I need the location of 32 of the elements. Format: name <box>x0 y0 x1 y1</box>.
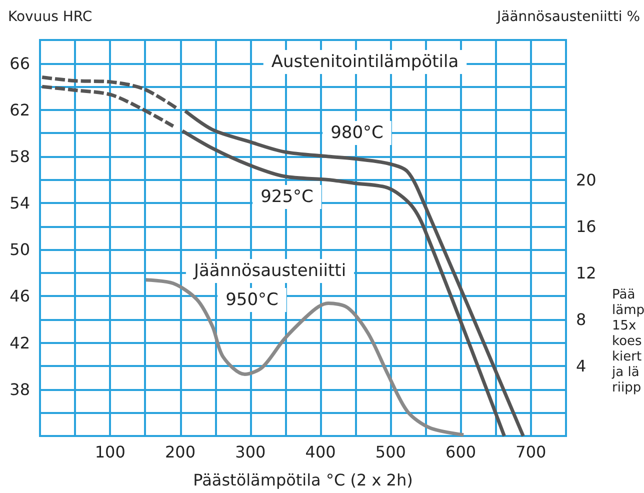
line-series <box>144 278 466 437</box>
y-tick-label: 54 <box>10 194 30 213</box>
x-tick-label: 100 <box>94 442 126 462</box>
x-tick-label: 500 <box>375 442 406 462</box>
y-tick-label: 46 <box>10 286 30 306</box>
y2-axis-title: Jäännösausteniitti % <box>496 9 640 25</box>
line-series <box>40 84 176 128</box>
text: Pää lämp 15x koes kiert ja lä riipp <box>611 287 644 396</box>
y-tick-label: 66 <box>10 54 30 73</box>
y-tick-label: 62 <box>10 100 30 120</box>
y-tick-label: 50 <box>10 240 30 260</box>
annotation: Austenitointilämpötila <box>271 52 459 72</box>
x-tick-label: 200 <box>164 442 196 462</box>
y2-tick-label: 12 <box>576 263 596 282</box>
annotation: Jäännösausteniitti <box>192 261 346 281</box>
annotation: 980°C <box>330 123 384 143</box>
y2-tick-label: 8 <box>576 310 586 330</box>
y2-tick-label: 16 <box>576 216 596 236</box>
x-tick-label: 400 <box>305 442 336 462</box>
annotation: 925°C <box>260 187 314 207</box>
x-tick-label: 300 <box>235 442 266 462</box>
x-tick-label: 700 <box>516 442 546 462</box>
line-series <box>40 76 180 110</box>
y-tick-label: 58 <box>10 146 30 166</box>
y2-tick-label: 4 <box>576 356 586 376</box>
x-axis-title: Päästölämpötila °C (2 x 2h) <box>193 470 413 490</box>
y-axis-title: Kovuus HRC <box>8 9 92 25</box>
x-tick-label: 600 <box>446 442 476 462</box>
y-tick-label: 38 <box>10 380 30 399</box>
y2-tick-label: 20 <box>576 170 596 190</box>
annotation: 950°C <box>226 290 278 310</box>
y-tick-label: 42 <box>10 333 30 352</box>
